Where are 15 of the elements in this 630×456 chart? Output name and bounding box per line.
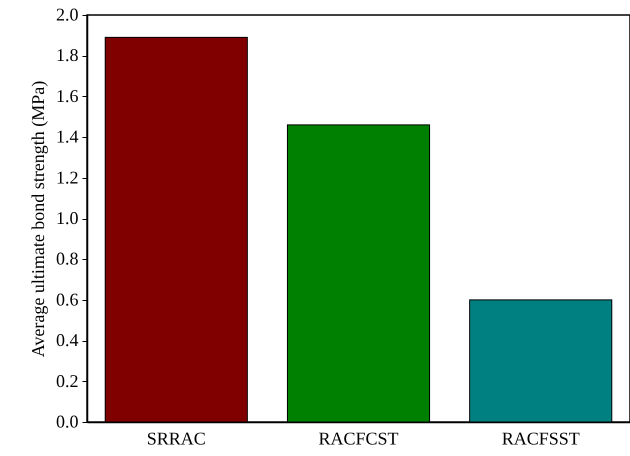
y-tick-label: 0.4 — [56, 330, 78, 350]
y-tick-label: 2.0 — [56, 4, 78, 24]
y-tick-label: 0.2 — [56, 370, 78, 391]
x-tick-label: SRRAC — [146, 428, 206, 448]
y-tick-label: 1.4 — [56, 126, 78, 147]
x-tick-label: RACFCST — [318, 428, 399, 448]
y-tick-label: 1.8 — [56, 45, 78, 66]
y-tick-label: 1.2 — [56, 167, 78, 188]
y-tick-label: 1.6 — [56, 86, 78, 106]
y-tick-label: 0.6 — [56, 289, 78, 310]
y-axis-title: Average ultimate bond strength (MPa) — [28, 80, 48, 358]
y-tick-label: 0.8 — [56, 248, 78, 269]
x-tick-label: RACFSST — [502, 428, 580, 448]
y-tick-label: 0.0 — [56, 412, 78, 432]
y-tick-label: 1.0 — [56, 208, 78, 228]
